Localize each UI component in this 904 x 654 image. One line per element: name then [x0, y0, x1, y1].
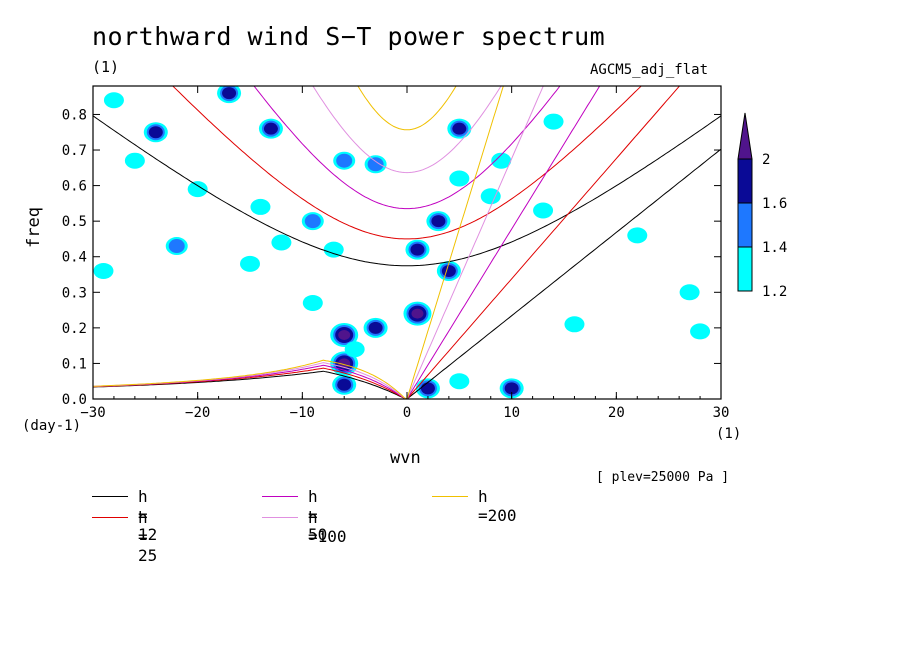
inertia-gravity-curve: [253, 86, 561, 210]
colorbar-segment: [737, 158, 753, 204]
y-tick-label: 0.8: [62, 107, 87, 123]
kelvin-wave-curve: [406, 86, 601, 399]
contour-region: [431, 215, 446, 228]
x-axis-unit: (1): [716, 426, 742, 442]
legend-swatch: [92, 517, 128, 518]
kelvin-wave-curve: [406, 86, 504, 399]
contour-region: [148, 126, 163, 139]
chart-title: northward wind S−T power spectrum: [92, 22, 606, 51]
inertia-gravity-curve: [312, 86, 502, 174]
contour-region: [690, 323, 711, 340]
dispersion-curves: [93, 86, 721, 399]
model-label: AGCM5_adj_flat: [590, 62, 709, 78]
colorbar-label: 1.4: [762, 240, 787, 256]
contour-region: [304, 214, 321, 229]
contour-region: [491, 152, 512, 169]
contour-region: [337, 378, 352, 391]
colorbar-arrow: [737, 112, 753, 160]
x-tick-label: 30: [713, 405, 730, 421]
contour-region: [411, 308, 424, 319]
legend-label: h =100: [308, 508, 347, 546]
legend-label: h =200: [478, 487, 517, 525]
colorbar-label: 1.2: [762, 284, 787, 300]
inertia-gravity-curve: [357, 86, 457, 131]
contour-region: [410, 243, 425, 256]
contour-region: [338, 358, 351, 369]
unit-label: (1): [92, 58, 120, 76]
plot-frame: [92, 85, 722, 400]
colorbar-label: 2: [762, 152, 770, 168]
contour-region: [336, 153, 353, 168]
contour-region: [222, 87, 237, 100]
contour-region: [187, 181, 208, 198]
legend-label: h = 12: [138, 487, 158, 544]
x-axis-title: wvn: [390, 448, 421, 468]
contour-region: [271, 234, 292, 251]
contour-region: [449, 170, 470, 187]
legend-swatch: [262, 496, 298, 497]
contour-region: [480, 188, 501, 205]
kelvin-wave-curve: [406, 86, 544, 399]
colorbar-label: 1.6: [762, 196, 787, 212]
y-tick-label: 0.7: [62, 143, 87, 159]
x-tick-label: −30: [80, 405, 105, 421]
rossby-gravity-curve: [93, 359, 408, 399]
x-tick-label: 20: [608, 405, 625, 421]
colorbar-segment: [737, 246, 753, 292]
legend-label: h = 50: [308, 487, 328, 544]
contour-region: [504, 382, 519, 395]
rossby-gravity-curve: [93, 364, 408, 399]
pressure-level-note: [ plev=25000 Pa ]: [596, 470, 730, 485]
kelvin-wave-curve: [406, 86, 681, 399]
contour-region: [449, 373, 470, 390]
y-tick-label: 0.5: [62, 214, 87, 230]
contour-region: [420, 382, 435, 395]
contour-region: [240, 255, 260, 272]
inertia-gravity-curve: [93, 115, 721, 267]
contour-region: [323, 241, 344, 258]
y-tick-label: 0.2: [62, 321, 87, 337]
x-tick-label: 10: [503, 405, 520, 421]
legend-swatch: [92, 496, 128, 497]
x-tick-label: −20: [185, 405, 210, 421]
legend-swatch: [432, 496, 468, 497]
y-tick-label: 0.6: [62, 179, 87, 195]
y-tick-label: 0.4: [62, 250, 87, 266]
x-tick-label: −10: [290, 405, 315, 421]
contour-region: [627, 227, 648, 244]
contour-region: [344, 341, 365, 358]
contour-region: [124, 152, 145, 169]
y-tick-label: 0.3: [62, 285, 87, 301]
contour-region: [338, 329, 351, 340]
y-tick-label: 0.1: [62, 356, 87, 372]
y-tick-label: 0.0: [62, 392, 87, 408]
legend-swatch: [262, 517, 298, 518]
contour-region: [263, 122, 278, 135]
contour-region: [368, 321, 383, 334]
contour-region: [250, 198, 271, 215]
contour-region: [533, 202, 554, 219]
contour-region: [302, 294, 323, 311]
contour-region: [103, 92, 124, 109]
contour-region: [543, 113, 564, 130]
legend-label: h = 25: [138, 508, 158, 565]
contour-region: [367, 157, 384, 172]
contour-region: [441, 264, 456, 277]
contour-region: [564, 316, 585, 333]
kelvin-wave-curve: [406, 148, 721, 399]
contour-region: [452, 122, 467, 135]
y-axis-unit: (day-1): [22, 418, 82, 434]
contour-region: [679, 284, 700, 301]
x-tick-label: 0: [403, 405, 411, 421]
contour-region: [168, 239, 185, 254]
contour-fills: [93, 86, 711, 399]
contour-region: [93, 262, 114, 279]
colorbar-segment: [737, 202, 753, 248]
inertia-gravity-curve: [172, 86, 642, 240]
